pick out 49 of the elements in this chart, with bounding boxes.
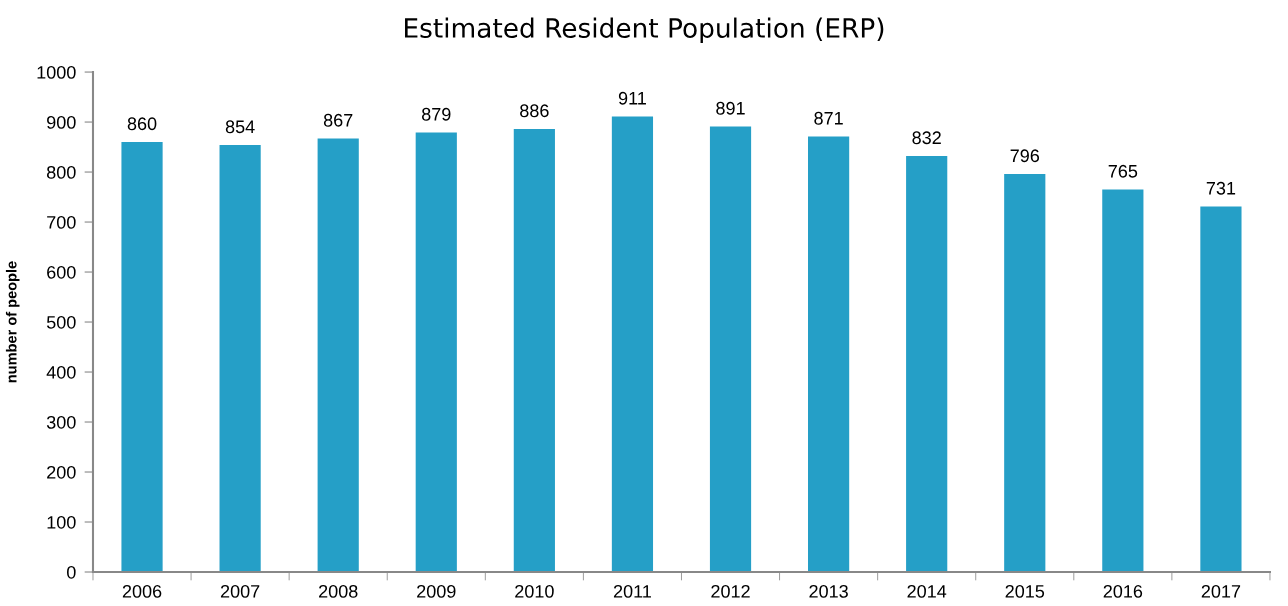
y-tick-label: 600 [47, 265, 76, 279]
x-tick-label: 2014 [907, 584, 947, 598]
bar [611, 116, 654, 572]
x-tick-label: 2011 [613, 584, 651, 598]
data-label: 886 [520, 104, 549, 118]
y-tick-label: 400 [46, 365, 76, 379]
bar [219, 145, 261, 572]
data-label: 911 [618, 91, 646, 105]
y-tick-label: 900 [47, 115, 76, 129]
data-label: 796 [1010, 149, 1040, 163]
y-tick-label: 500 [46, 315, 76, 329]
data-label: 891 [716, 101, 745, 115]
data-label: 871 [814, 111, 843, 125]
bar [906, 156, 948, 572]
y-tick-label: 200 [47, 465, 76, 479]
chart-title: Estimated Resident Population (ERP) [405, 17, 884, 44]
bar [513, 129, 555, 572]
x-tick-label: 2017 [1201, 584, 1241, 598]
x-tick-label: 2015 [1005, 584, 1045, 598]
bar [1004, 174, 1046, 572]
x-tick-label: 2013 [809, 584, 848, 598]
x-tick-label: 2007 [220, 584, 260, 598]
y-tick-label: 700 [47, 215, 76, 229]
bar [709, 126, 752, 572]
y-tick-label: 800 [46, 165, 76, 179]
x-tick-label: 2006 [122, 584, 162, 598]
x-tick-label: 2012 [711, 584, 750, 598]
bar [1102, 189, 1144, 572]
bar [317, 138, 359, 572]
y-tick-label: 100 [47, 515, 76, 529]
bar [415, 132, 457, 572]
bar [808, 136, 850, 572]
data-label: 731 [1206, 181, 1236, 195]
y-tick-label: 1000 [37, 65, 76, 79]
data-label: 867 [323, 113, 353, 127]
y-tick-label: 0 [66, 565, 76, 579]
y-axis-title: number of people [5, 261, 20, 383]
x-tick-label: 2010 [515, 584, 554, 598]
bar [1200, 206, 1242, 572]
y-tick-label: 300 [46, 415, 76, 429]
data-label: 854 [225, 120, 255, 134]
data-label: 765 [1108, 164, 1138, 178]
data-label: 832 [912, 131, 941, 145]
data-label: 860 [127, 117, 157, 131]
bar [121, 142, 163, 572]
x-tick-label: 2009 [417, 584, 456, 598]
data-label: 879 [422, 107, 451, 121]
x-tick-label: 2016 [1103, 584, 1143, 598]
x-tick-label: 2008 [319, 584, 358, 598]
